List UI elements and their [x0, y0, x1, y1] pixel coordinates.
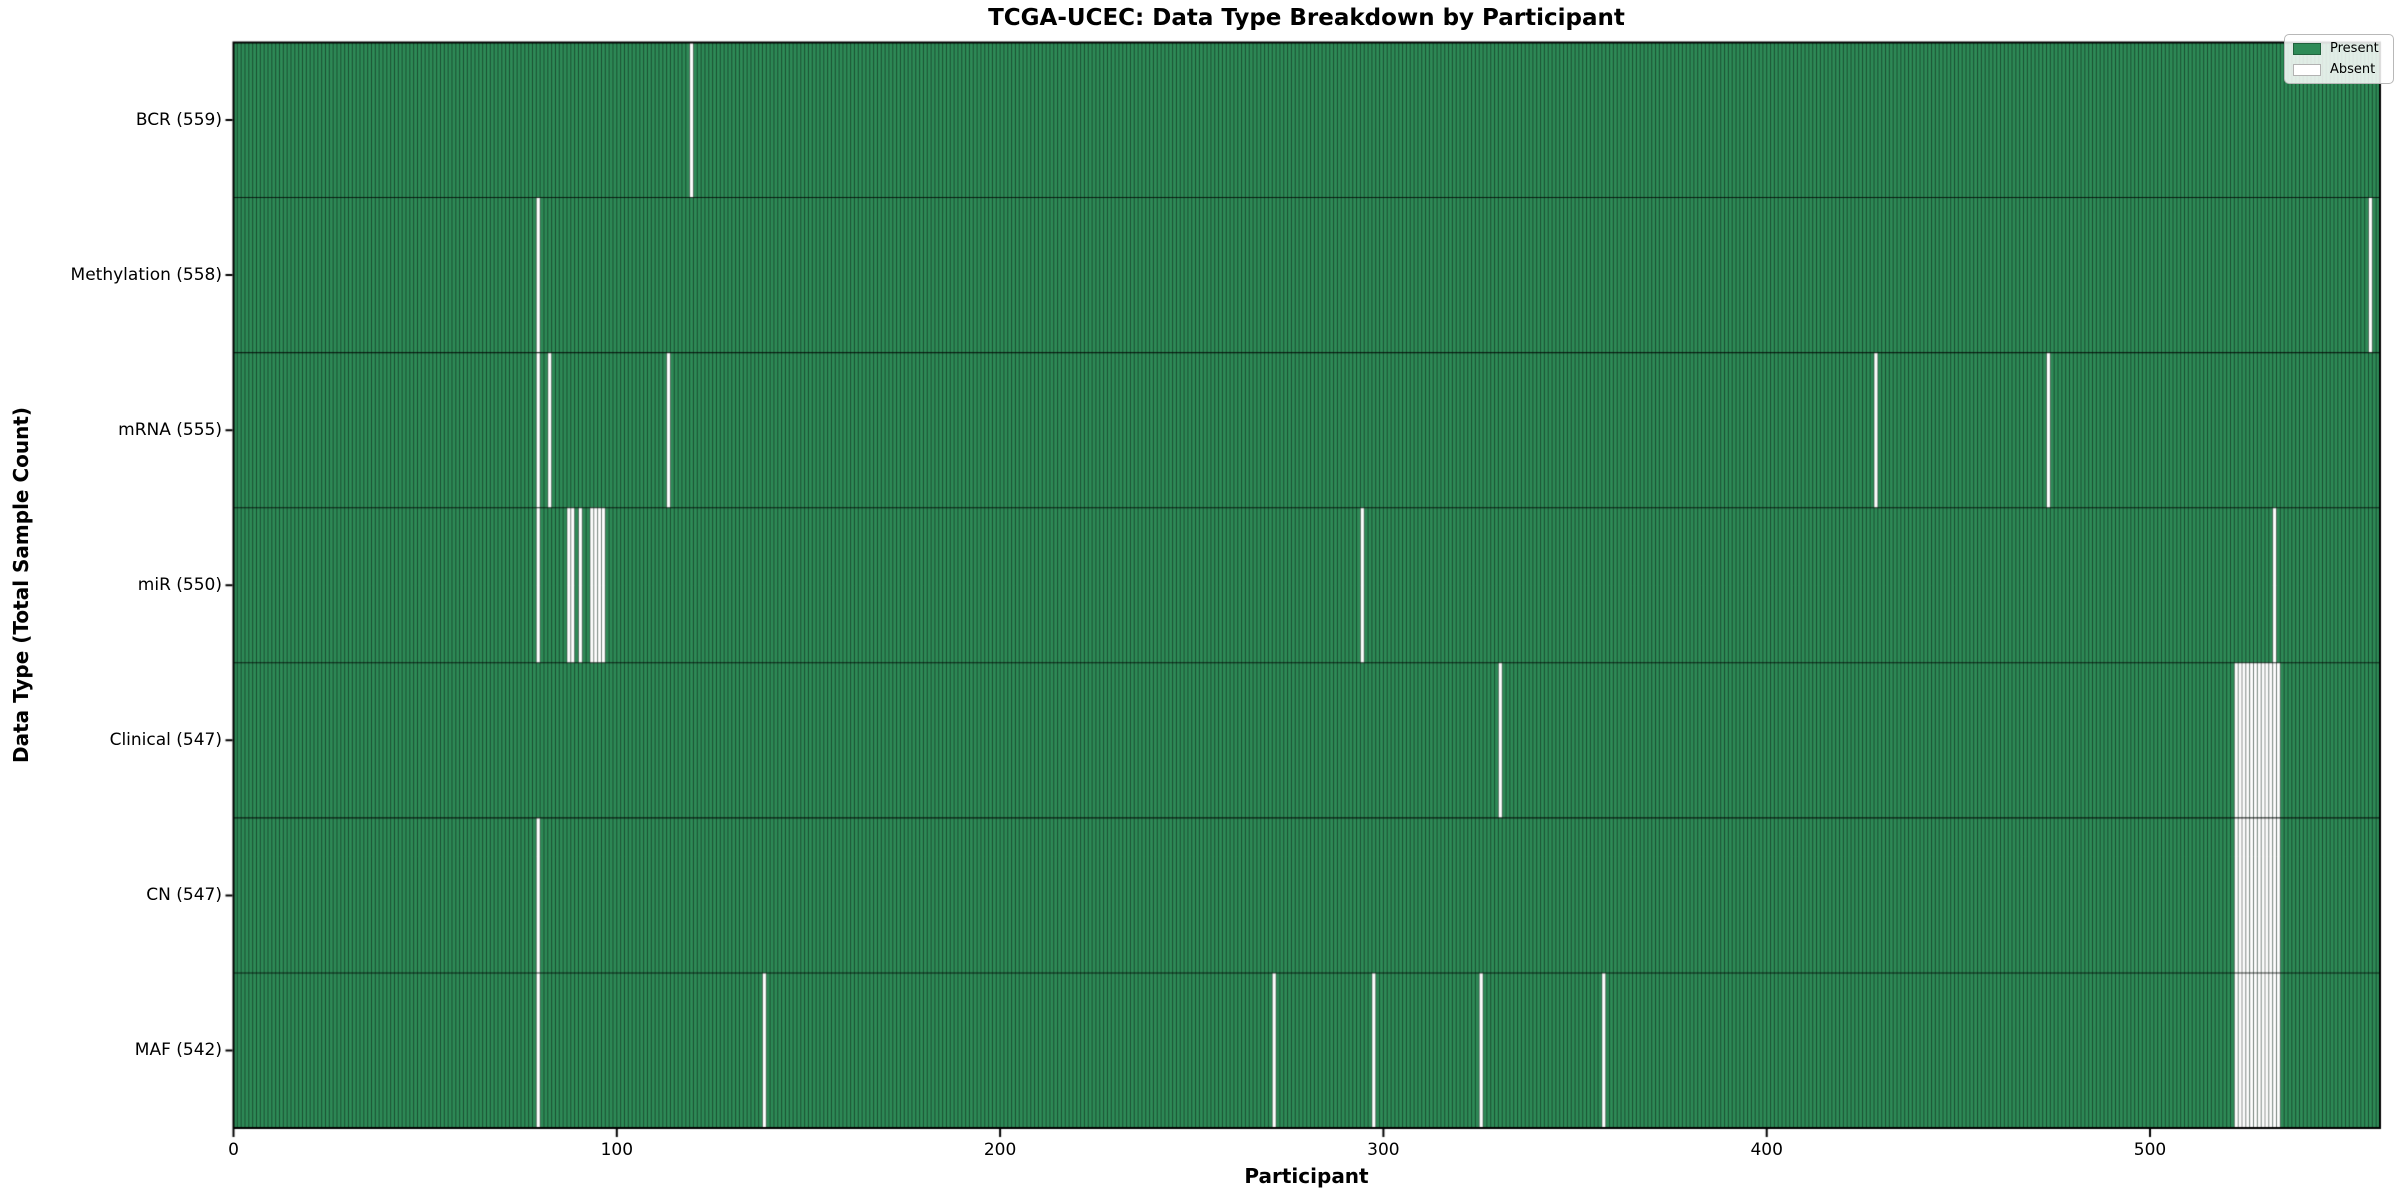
legend-label-present: Present: [2330, 41, 2379, 56]
x-tick-label-300: 300: [1367, 1140, 1400, 1160]
y-tick-label-mRNA: mRNA (555): [118, 420, 222, 441]
y-tick-label-MAF: MAF (542): [134, 1040, 222, 1061]
chart-title: TCGA-UCEC: Data Type Breakdown by Partic…: [988, 5, 1625, 31]
y-tick-label-Clinical: Clinical (547): [109, 730, 222, 751]
legend-item-absent: Absent: [2293, 63, 2385, 77]
x-tick-label-100: 100: [600, 1140, 634, 1160]
legend-item-present: Present: [2293, 42, 2385, 56]
x-tick-label-400: 400: [1750, 1140, 1783, 1160]
legend-label-absent: Absent: [2330, 62, 2376, 77]
y-tick-label-BCR: BCR (559): [135, 110, 222, 131]
x-axis-label: Participant: [1244, 1164, 1369, 1188]
legend-swatch-absent: [2293, 64, 2321, 76]
legend: Present Absent: [2284, 34, 2394, 84]
legend-swatch-present: [2293, 43, 2321, 55]
x-tick-label-200: 200: [983, 1140, 1017, 1160]
x-tick-label-500: 500: [2133, 1140, 2167, 1160]
y-tick-label-CN: CN (547): [146, 885, 222, 906]
y-tick-label-miR: miR (550): [137, 575, 222, 596]
y-tick-label-Methylation: Methylation (558): [70, 265, 222, 286]
x-tick-label-0: 0: [228, 1140, 239, 1160]
